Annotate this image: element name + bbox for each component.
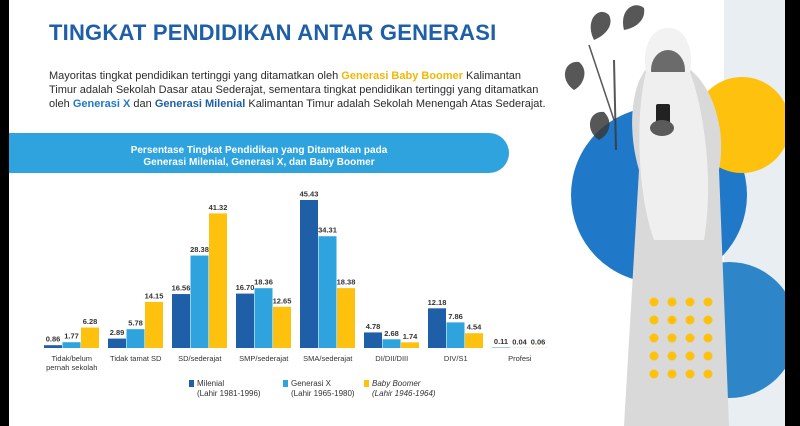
data-label: 16.56 — [172, 284, 191, 293]
data-label: 1.77 — [64, 332, 79, 341]
category-label: Tidak/belum — [51, 354, 92, 363]
legend-sublabel: (Lahir 1946-1964) — [372, 389, 436, 398]
category-label: Profesi — [508, 354, 532, 363]
data-label: 16.70 — [236, 283, 255, 292]
legend-sublabel: (Lahir 1981-1996) — [197, 389, 261, 398]
data-label: 41.32 — [209, 203, 228, 212]
bar-genx-5 — [382, 339, 401, 348]
dot-grid-decoration — [649, 297, 713, 379]
slide: TINGKAT PENDIDIKAN ANTAR GENERASI Mayori… — [9, 0, 785, 426]
data-label: 7.86 — [448, 312, 463, 321]
bar-boomer-6 — [465, 333, 483, 348]
para-text-1: Mayoritas tingkat pendidikan tertinggi y… — [49, 70, 342, 82]
data-label: 18.38 — [337, 278, 356, 287]
category-label: DI/DII/DIII — [375, 354, 408, 363]
data-label: 4.54 — [467, 323, 482, 332]
legend-swatch — [283, 380, 288, 387]
page-title: TINGKAT PENDIDIKAN ANTAR GENERASI — [49, 20, 497, 45]
highlight-milenial: Generasi Milenial — [154, 98, 246, 110]
data-label: 4.78 — [366, 322, 381, 331]
data-label: 6.28 — [83, 317, 98, 326]
data-label: 12.18 — [428, 298, 447, 307]
data-label: 28.38 — [190, 245, 209, 254]
bar-milenial-5 — [364, 332, 382, 348]
bar-genx-1 — [126, 329, 145, 348]
data-label: 14.15 — [145, 291, 164, 300]
para-text-3: dan — [130, 98, 155, 110]
intro-paragraph: Mayoritas tingkat pendidikan tertinggi y… — [49, 69, 549, 111]
legend-label: Milenial — [197, 379, 224, 388]
legend-label: Generasi X — [291, 379, 332, 388]
chart-title: Persentase Tingkat Pendidikan yang Ditam… — [129, 145, 389, 169]
bar-milenial-4 — [300, 200, 318, 348]
bar-boomer-2 — [209, 213, 227, 348]
bar-milenial-2 — [172, 294, 190, 348]
chart-title-line-1: Persentase Tingkat Pendidikan yang Ditam… — [130, 145, 388, 156]
category-label: pernah sekolah — [46, 363, 97, 372]
highlight-gen-x: Generasi X — [72, 98, 131, 110]
bar-boomer-0 — [81, 327, 99, 348]
person-figure — [624, 28, 729, 426]
data-label: 34.31 — [318, 226, 337, 235]
chart-title-banner — [9, 133, 509, 173]
data-label: 0.11 — [494, 337, 508, 346]
data-label: 45.43 — [300, 190, 319, 199]
bar-boomer-1 — [145, 301, 163, 348]
para-text-4: Kalimantan Timur adalah Sekolah Menengah… — [245, 98, 546, 110]
bar-genx-3 — [254, 288, 273, 348]
bar-genx-4 — [318, 236, 337, 348]
data-label: 0.86 — [46, 335, 61, 344]
bar-genx-6 — [446, 322, 465, 348]
bar-boomer-4 — [337, 288, 355, 348]
para-text-2: Kalimantan Timur adalah Sekolah Dasar at… — [49, 70, 539, 110]
bar-boomer-3 — [273, 306, 291, 348]
data-label: 12.65 — [273, 296, 292, 305]
legend-label: Baby Boomer — [372, 379, 421, 388]
bar-milenial-1 — [108, 338, 126, 348]
bar-milenial-6 — [428, 308, 446, 348]
legend-sublabel: (Lahir 1965-1980) — [291, 389, 355, 398]
data-label: 2.89 — [110, 328, 125, 337]
data-label: 0.06 — [531, 337, 546, 346]
highlight-baby-boomer: Generasi Baby Boomer — [341, 70, 463, 82]
bar-boomer-5 — [401, 342, 419, 348]
chart-title-line-2: Generasi Milenial, Generasi X, dan Baby … — [143, 157, 375, 168]
category-label: SMP/sederajat — [239, 354, 289, 363]
bar-milenial-0 — [44, 345, 62, 348]
legend-swatch — [364, 380, 369, 387]
photo-illustration — [554, 0, 785, 426]
category-label: Tidak tamat SD — [110, 354, 162, 363]
data-label: 2.68 — [384, 329, 399, 338]
legend-swatch — [189, 380, 194, 387]
bar-genx-0 — [62, 342, 81, 348]
data-label: 18.36 — [254, 278, 273, 287]
plant-silhouette — [564, 5, 645, 151]
data-label: 0.04 — [512, 337, 527, 346]
category-label: DIV/S1 — [444, 354, 468, 363]
category-label: SMA/sederajat — [303, 354, 353, 363]
bar-milenial-3 — [236, 293, 254, 348]
category-label: SD/sederajat — [178, 354, 222, 363]
bar-genx-2 — [190, 255, 209, 348]
data-label: 1.74 — [403, 332, 418, 341]
data-label: 5.78 — [128, 319, 143, 328]
